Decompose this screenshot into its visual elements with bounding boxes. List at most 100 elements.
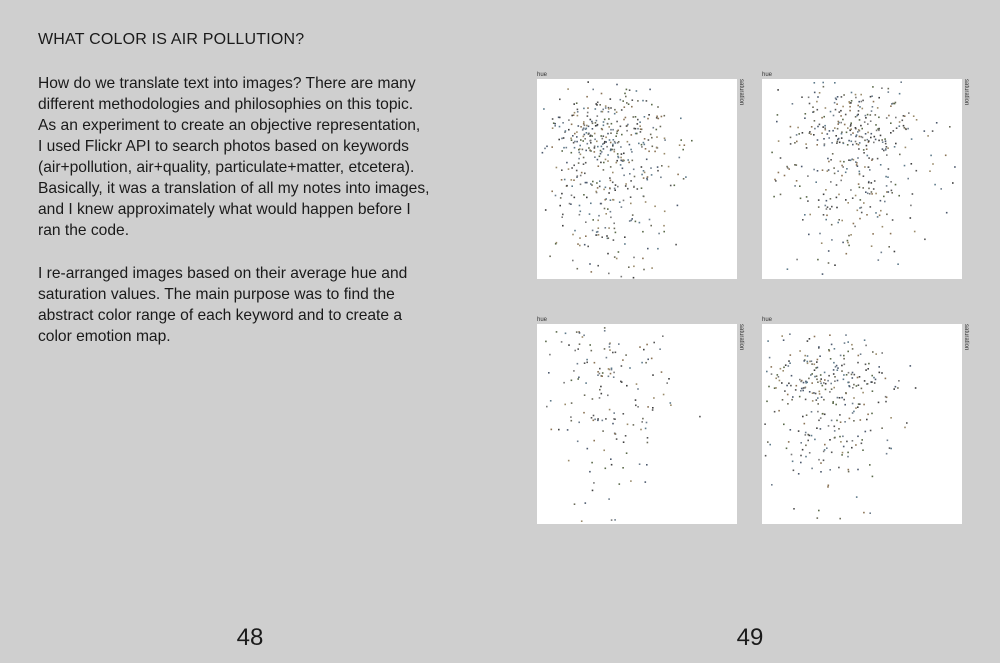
scatter-point bbox=[813, 91, 816, 94]
scatter-point bbox=[640, 128, 643, 131]
scatter-point bbox=[881, 87, 883, 89]
scatter-point bbox=[790, 453, 793, 456]
scatter-point bbox=[825, 208, 828, 210]
scatter-point bbox=[682, 148, 684, 151]
scatter-point bbox=[804, 354, 806, 357]
scatter-point bbox=[581, 148, 584, 151]
scatter-point bbox=[858, 119, 861, 121]
scatter-point bbox=[841, 451, 844, 454]
scatter-point bbox=[940, 188, 942, 190]
scatter-point bbox=[866, 113, 869, 116]
text-line: Basically, it was a translation of all m… bbox=[38, 180, 430, 197]
scatter-point bbox=[827, 262, 830, 264]
scatter-point bbox=[827, 486, 829, 488]
scatter-point bbox=[800, 165, 803, 168]
scatter-point bbox=[636, 188, 639, 190]
scatter-point bbox=[870, 191, 873, 193]
scatter-point bbox=[808, 233, 810, 236]
scatter-point bbox=[598, 214, 600, 217]
scatter-point bbox=[601, 375, 603, 377]
scatter-point bbox=[609, 141, 612, 144]
hue-saturation-plot-4: hue saturation bbox=[762, 317, 972, 533]
scatter-point bbox=[801, 132, 804, 134]
scatter-point bbox=[869, 95, 872, 98]
scatter-point bbox=[581, 129, 584, 131]
scatter-point bbox=[846, 144, 849, 146]
scatter-point bbox=[927, 135, 929, 137]
scatter-point bbox=[858, 142, 861, 144]
scatter-point bbox=[561, 150, 563, 152]
scatter-point bbox=[900, 81, 902, 83]
scatter-point bbox=[845, 374, 848, 376]
scatter-point bbox=[551, 146, 553, 148]
scatter-point bbox=[816, 100, 818, 103]
scatter-point bbox=[848, 385, 851, 388]
scatter-point bbox=[601, 236, 603, 238]
scatter-point bbox=[612, 422, 614, 425]
scatter-point bbox=[562, 137, 565, 139]
scatter-point bbox=[610, 458, 612, 460]
scatter-point bbox=[875, 124, 877, 126]
scatter-point bbox=[818, 92, 821, 94]
scatter-point bbox=[550, 428, 553, 431]
scatter-point bbox=[834, 108, 837, 111]
scatter-point bbox=[602, 169, 605, 171]
scatter-point bbox=[546, 145, 548, 148]
scatter-point bbox=[821, 273, 824, 275]
scatter-point bbox=[612, 139, 615, 141]
scatter-point bbox=[629, 196, 632, 198]
scatter-point bbox=[610, 368, 613, 371]
scatter-point bbox=[655, 146, 658, 149]
scatter-point bbox=[589, 135, 591, 137]
scatter-point bbox=[809, 131, 811, 133]
scatter-point bbox=[805, 414, 808, 416]
scatter-point bbox=[853, 397, 855, 399]
scatter-point bbox=[861, 439, 863, 441]
scatter-point bbox=[800, 380, 802, 383]
scatter-point bbox=[607, 106, 610, 109]
scatter-point bbox=[839, 435, 841, 438]
scatter-point bbox=[856, 376, 859, 379]
scatter-point bbox=[607, 237, 610, 239]
scatter-point bbox=[567, 88, 569, 90]
scatter-point bbox=[554, 194, 557, 197]
scatter-point bbox=[840, 132, 843, 135]
scatter-point bbox=[899, 153, 901, 156]
scatter-point bbox=[597, 165, 600, 167]
scatter-point bbox=[586, 124, 588, 127]
scatter-point bbox=[839, 414, 841, 416]
scatter-point bbox=[573, 503, 576, 505]
scatter-point bbox=[607, 132, 609, 135]
scatter-point bbox=[603, 207, 606, 210]
scatter-point bbox=[862, 391, 864, 394]
scatter-point bbox=[820, 396, 823, 398]
scatter-point bbox=[803, 360, 805, 362]
scatter-point bbox=[577, 125, 580, 127]
scatter-point bbox=[777, 89, 779, 91]
scatter-point bbox=[680, 139, 682, 141]
scatter-point bbox=[613, 256, 616, 258]
scatter-point bbox=[578, 332, 581, 334]
scatter-point bbox=[862, 449, 864, 451]
scatter-point bbox=[807, 96, 810, 99]
scatter-point bbox=[835, 135, 837, 137]
scatter-point bbox=[622, 359, 624, 361]
scatter-point bbox=[563, 146, 565, 149]
scatter-point bbox=[862, 175, 865, 177]
scatter-point bbox=[613, 227, 616, 230]
scatter-point bbox=[647, 117, 649, 120]
scatter-point bbox=[840, 137, 843, 139]
scatter-point bbox=[845, 252, 848, 255]
scatter-point bbox=[609, 210, 612, 213]
scatter-point bbox=[816, 366, 819, 369]
scatter-point bbox=[811, 363, 813, 365]
scatter-point bbox=[885, 185, 888, 187]
scatter-point bbox=[616, 83, 618, 86]
scatter-point bbox=[810, 374, 812, 376]
scatter-point bbox=[794, 185, 796, 187]
scatter-point bbox=[598, 397, 601, 399]
scatter-point bbox=[583, 394, 586, 396]
scatter-point bbox=[827, 250, 830, 252]
scatter-point bbox=[795, 180, 798, 182]
scatter-point bbox=[913, 230, 916, 233]
